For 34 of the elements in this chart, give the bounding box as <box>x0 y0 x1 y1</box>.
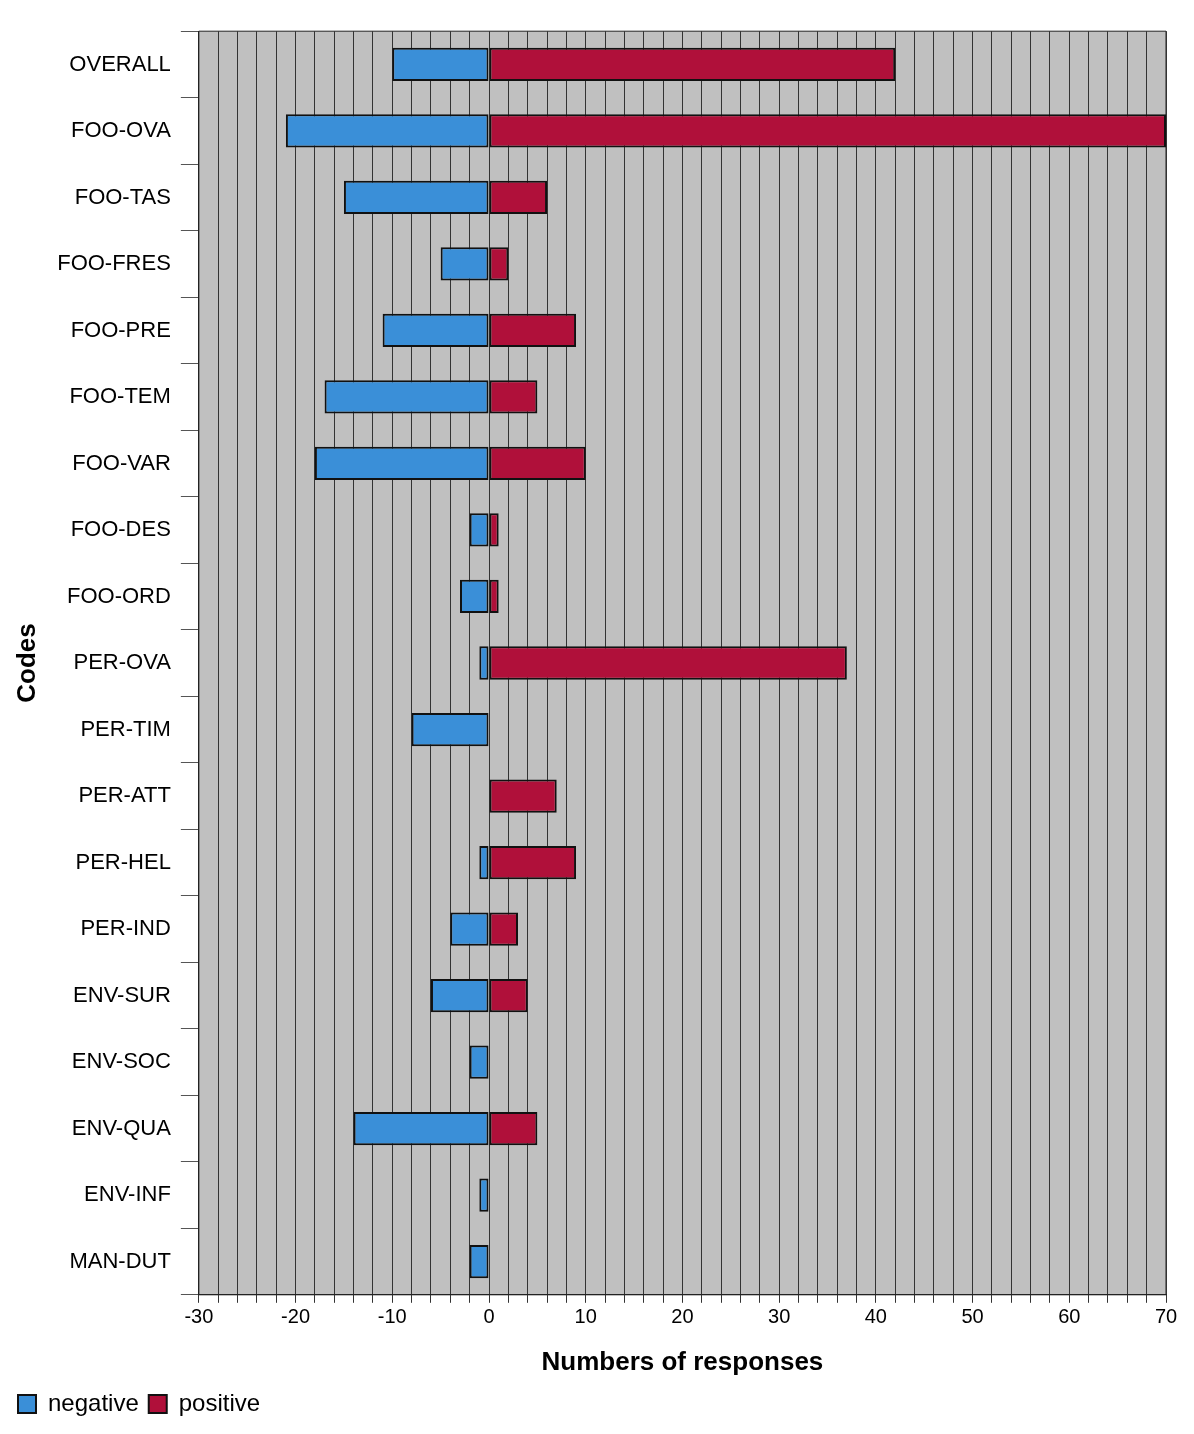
y-tick-label: PER-TIM <box>80 715 171 741</box>
legend-label: positive <box>178 1388 261 1416</box>
y-tick-label: OVERALL <box>69 50 171 76</box>
x-tick-label: 20 <box>671 1305 694 1328</box>
legend-label: negative <box>48 1388 139 1416</box>
y-tick-label: MAN-DUT <box>69 1247 171 1273</box>
x-tick-label: -10 <box>377 1305 407 1328</box>
x-tick-label: 70 <box>1154 1305 1178 1328</box>
y-tick-label: FOO-PRE <box>70 316 171 342</box>
y-tick-label: PER-IND <box>80 915 171 941</box>
x-tick-label: 0 <box>483 1305 495 1328</box>
y-tick-label: ENV-SOC <box>71 1048 171 1074</box>
y-tick-label: FOO-TAS <box>74 183 171 209</box>
x-tick-label: 30 <box>768 1305 791 1328</box>
y-tick-label: ENV-SUR <box>73 981 171 1007</box>
y-tick-label: PER-OVA <box>73 649 172 675</box>
y-tick-label: ENV-QUA <box>71 1114 172 1140</box>
y-tick-label: ENV-INF <box>84 1181 171 1207</box>
y-axis-title: Codes <box>10 623 41 703</box>
x-tick-label: 10 <box>574 1305 597 1328</box>
x-axis-title: Numbers of responses <box>541 1345 824 1376</box>
x-tick-label: 40 <box>864 1305 887 1328</box>
y-tick-label: FOO-ORD <box>66 582 171 608</box>
y-tick-label: PER-ATT <box>78 782 171 808</box>
y-tick-label: PER-HEL <box>75 848 171 874</box>
x-tick-label: 50 <box>961 1305 984 1328</box>
y-tick-label: FOO-OVA <box>71 117 172 143</box>
y-tick-label: FOO-VAR <box>72 449 171 475</box>
y-tick-label: FOO-TEM <box>69 383 171 409</box>
y-tick-label: FOO-FRES <box>57 250 171 276</box>
x-tick-label: -20 <box>281 1305 311 1328</box>
x-tick-label: -30 <box>184 1305 214 1328</box>
x-tick-label: 60 <box>1058 1305 1081 1328</box>
y-tick-label: FOO-DES <box>70 516 171 542</box>
